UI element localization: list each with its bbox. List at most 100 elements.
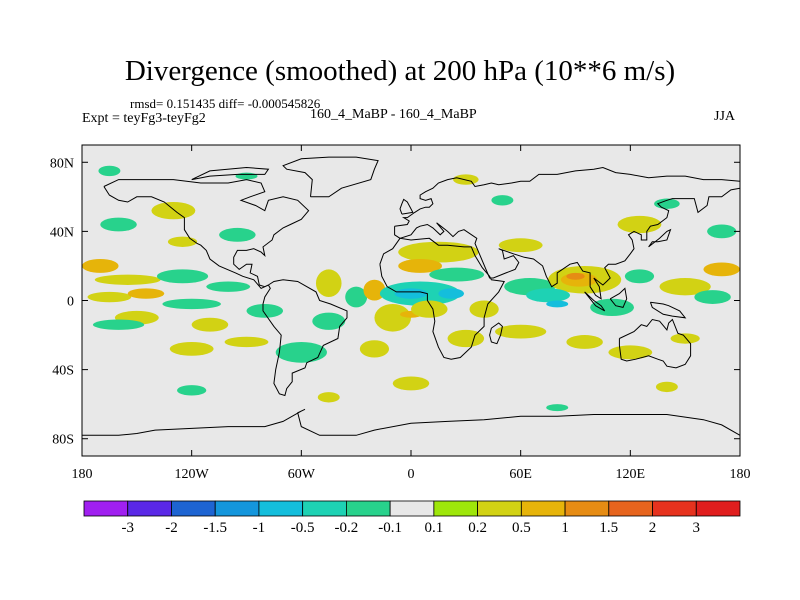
colorbar-label-9: 0.5 — [512, 520, 531, 536]
divergence-feature-34 — [447, 329, 485, 348]
divergence-feature-24 — [359, 340, 390, 358]
divergence-feature-23 — [374, 303, 411, 332]
colorbar-box-12 — [608, 500, 653, 517]
divergence-feature-35 — [469, 300, 499, 318]
case-label: 160_4_MaBP - 160_4_MaBP — [310, 107, 477, 122]
divergence-feature-16 — [219, 227, 256, 242]
x-tick-label-1: 120W — [175, 467, 210, 482]
season-label: JJA — [714, 109, 736, 124]
coastline-11 — [649, 301, 687, 319]
divergence-feature-12 — [246, 303, 284, 318]
divergence-feature-0 — [82, 259, 119, 273]
x-tick-label-2: 60W — [288, 467, 316, 482]
divergence-feature-41 — [546, 300, 569, 308]
divergence-feature-53 — [707, 224, 737, 239]
coastlines — [82, 156, 740, 436]
x-tick-label-3: 0 — [408, 467, 415, 482]
divergence-feature-45 — [703, 262, 740, 277]
colorbar-label-1: -2 — [165, 520, 178, 536]
stats-label: rmsd= 0.151435 diff= -0.000545826 — [130, 96, 321, 111]
divergence-feature-22 — [363, 279, 386, 301]
colorbar-box-5 — [302, 500, 347, 517]
colorbar-label-2: -1.5 — [203, 520, 227, 536]
colorbar-box-2 — [171, 500, 216, 517]
divergence-feature-14 — [151, 202, 196, 220]
divergence-feature-27 — [394, 288, 428, 299]
divergence-feature-6 — [162, 298, 221, 310]
divergence-feature-2 — [87, 291, 132, 303]
colorbar-box-4 — [258, 500, 304, 517]
x-tick-label-0: 180 — [72, 467, 93, 482]
colorbar-box-11 — [564, 500, 610, 517]
colorbar-label-3: -1 — [253, 520, 266, 536]
divergence-feature-28 — [438, 288, 465, 299]
divergence-feature-5 — [206, 281, 251, 292]
divergence-feature-30 — [398, 259, 443, 273]
colorbar-label-12: 2 — [649, 520, 657, 536]
x-tick-label-4: 60E — [509, 467, 532, 482]
divergence-feature-20 — [345, 286, 368, 308]
colorbar-box-10 — [520, 500, 566, 517]
y-tick-label-3: 40S — [52, 364, 74, 379]
divergence-feature-18 — [98, 165, 121, 177]
divergence-feature-39 — [566, 272, 585, 280]
divergence-feature-58 — [177, 385, 207, 396]
colorbar-label-11: 1.5 — [599, 520, 618, 536]
divergence-feature-13 — [275, 341, 327, 363]
colorbar-label-0: -3 — [121, 520, 134, 536]
divergence-feature-49 — [608, 345, 653, 360]
colorbar-label-6: -0.1 — [378, 520, 402, 536]
divergence-feature-40 — [526, 288, 571, 303]
divergence-feature-1 — [94, 274, 161, 285]
colorbar-box-1 — [127, 500, 172, 517]
colorbar-box-7 — [389, 500, 435, 517]
divergence-feature-46 — [694, 290, 731, 304]
divergence-feature-10 — [169, 341, 214, 356]
divergence-feature-60 — [655, 381, 678, 393]
colorbar-label-4: -0.5 — [291, 520, 315, 536]
coastline-2 — [379, 237, 505, 360]
divergence-feature-8 — [92, 319, 145, 330]
colorbar-box-14 — [695, 500, 741, 517]
coastline-1 — [262, 279, 348, 397]
divergence-feature-4 — [156, 269, 209, 284]
experiment-label: Expt = teyFg3-teyFg2 — [82, 111, 206, 126]
x-tick-label-6: 180 — [730, 467, 751, 482]
divergence-feature-47 — [495, 324, 547, 339]
coastline-7 — [82, 408, 740, 436]
coastline-0 — [103, 179, 310, 290]
colorbar-box-9 — [477, 500, 522, 517]
divergence-feature-51 — [498, 238, 543, 253]
x-tick-label-5: 120E — [616, 467, 646, 482]
divergence-feature-57 — [235, 172, 258, 180]
colorbar-label-5: -0.2 — [335, 520, 359, 536]
coastline-4 — [399, 198, 414, 215]
divergence-feature-11 — [224, 336, 269, 348]
coastline-8 — [489, 322, 503, 345]
y-tick-label-1: 40N — [50, 225, 74, 240]
y-tick-label-2: 0 — [67, 295, 74, 310]
divergence-feature-25 — [392, 376, 430, 391]
coastline-6 — [618, 318, 692, 369]
coastline-10 — [609, 287, 628, 308]
divergence-feature-56 — [491, 195, 514, 206]
divergence-feature-33 — [411, 300, 448, 318]
divergence-feature-59 — [317, 392, 340, 403]
axes: 180 120W 60W 0 60E 120E 180 80N 40N 0 40S 80S — [50, 145, 751, 482]
divergence-feature-31 — [429, 267, 485, 282]
divergence-feature-3 — [127, 288, 165, 299]
colorbar-label-13: 3 — [693, 520, 701, 536]
coastline-13 — [191, 166, 270, 181]
divergence-feature-52 — [617, 215, 662, 234]
divergence-feature-19 — [315, 269, 342, 298]
colorbar: -3 -2 -1.5 -1 -0.5 -0.2 -0.1 0.1 0.2 0.5 1 1.5 2 3 — [83, 500, 741, 536]
coastline-5 — [282, 156, 379, 198]
divergence-feature-42 — [590, 298, 634, 317]
colorbar-box-8 — [433, 500, 479, 517]
divergence-feature-9 — [191, 317, 229, 332]
divergence-feature-48 — [566, 335, 603, 349]
colorbar-box-3 — [214, 500, 260, 517]
divergence-feature-29 — [398, 241, 479, 263]
colorbar-box-6 — [345, 500, 391, 517]
